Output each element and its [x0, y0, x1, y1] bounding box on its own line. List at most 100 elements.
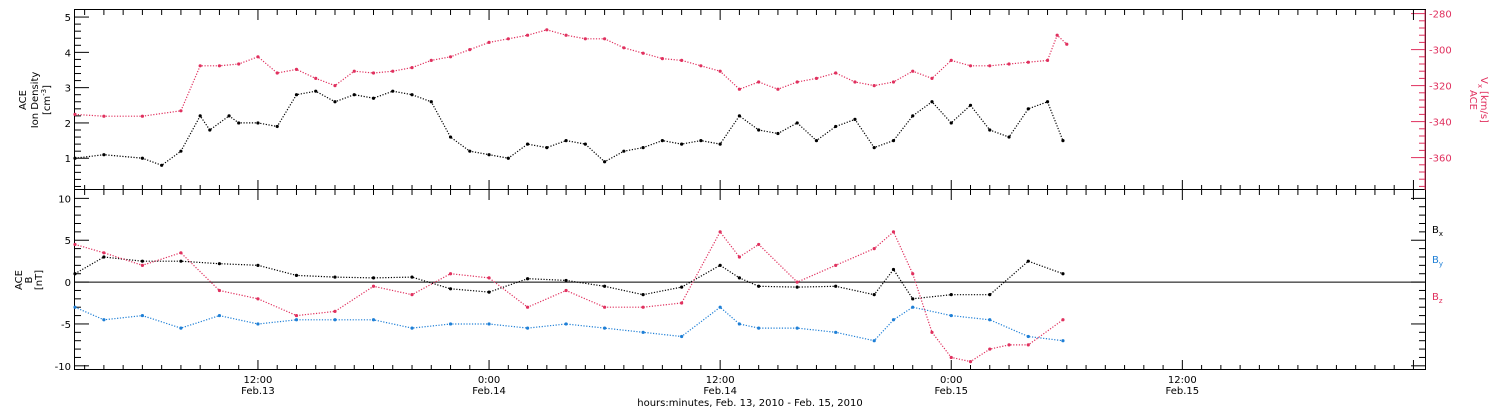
top-right-tick-label: -320 — [1429, 82, 1452, 93]
legend-by: By — [1432, 255, 1443, 268]
legend: Bx By Bz — [1432, 225, 1443, 305]
top-right-tick-label: -340 — [1429, 118, 1452, 129]
vx-point — [814, 76, 819, 80]
x-tick-label-time: 12:00 — [244, 375, 273, 386]
by-point — [949, 313, 953, 318]
x-tick-label-time: 0:00 — [940, 375, 962, 386]
by-point — [525, 326, 530, 330]
ion-density-point — [564, 138, 568, 143]
vx-point — [988, 64, 992, 68]
x-tick-label-time: 12:00 — [706, 375, 735, 386]
top-right-label: ACE Vx [km/s] — [1467, 77, 1489, 123]
bz-point — [891, 230, 896, 234]
ion-density-series — [73, 89, 1065, 167]
bz-point — [641, 305, 645, 309]
by-point — [333, 318, 337, 322]
top-panel-frame — [74, 9, 1426, 190]
ion-density-point — [1061, 138, 1065, 143]
by-point — [371, 318, 376, 322]
vx-point — [391, 69, 395, 73]
top-right-tick-label: -300 — [1429, 46, 1452, 57]
bx-series — [73, 255, 1065, 301]
bz-point — [294, 313, 299, 318]
bottom-tick-label: 0 — [65, 278, 71, 289]
bz-point — [988, 347, 992, 351]
x-tick-label-date: Feb.14 — [472, 386, 506, 397]
legend-bx: Bx — [1432, 225, 1443, 238]
bz-series — [73, 230, 1065, 364]
x-tick-label-date: Feb.14 — [703, 386, 737, 397]
bottom-panel-frame — [74, 189, 1426, 370]
by-point — [641, 330, 645, 334]
top-left-label-line3: [cm-3] — [40, 85, 53, 115]
bx-point — [1061, 272, 1065, 276]
top-right-label-line1: ACE — [1467, 90, 1478, 110]
top-right-tick-label: -280 — [1429, 10, 1452, 21]
top-left-tick-label: 2 — [65, 119, 71, 130]
x-tick-label-date: Feb.15 — [934, 386, 968, 397]
density-unit-close: ] — [42, 85, 53, 89]
x-tick-label-date: Feb.15 — [1166, 386, 1200, 397]
top-left-label-line1: ACE — [18, 90, 29, 110]
bx-point — [949, 293, 953, 297]
bx-point — [371, 276, 376, 280]
legend-bz: Bz — [1432, 292, 1443, 305]
ion-density-point — [391, 89, 395, 93]
bottom-left-label-line2: B — [24, 276, 35, 283]
vx-base: V — [1478, 77, 1489, 84]
by-point — [564, 322, 568, 326]
bx-point — [102, 255, 106, 259]
density-unit-exp: -3 — [40, 89, 48, 96]
bottom-tick-label: 5 — [65, 236, 71, 247]
bx-point — [448, 287, 453, 291]
vx-point — [294, 67, 299, 71]
x-tick-label-time: 0:00 — [478, 375, 500, 386]
vx-sub: x — [1476, 84, 1484, 88]
by-point — [294, 318, 299, 322]
top-left-tick-label: 3 — [65, 84, 71, 95]
top-left-tick-label: 5 — [65, 13, 71, 24]
x-tick-label-time: 12:00 — [1168, 375, 1197, 386]
vx-trace — [74, 29, 1068, 117]
bx-point — [179, 259, 183, 263]
vx-unit: [km/s] — [1478, 91, 1489, 123]
bottom-tick-label: 10 — [58, 194, 71, 205]
ion-density-point — [73, 156, 77, 160]
by-point — [1061, 339, 1065, 343]
vx-point — [487, 40, 491, 45]
marks-layer — [73, 28, 1069, 364]
by-point — [795, 326, 799, 330]
vx-point — [1007, 62, 1011, 66]
by-trace — [74, 306, 1063, 342]
bx-point — [140, 259, 145, 263]
top-right-tick-label: -360 — [1429, 154, 1452, 165]
x-tick-label-date: Feb.13 — [241, 386, 275, 397]
ion-density-trace — [74, 90, 1064, 166]
ion-density-point — [583, 142, 587, 146]
x-axis-title: hours:minutes, Feb. 13, 2010 - Feb. 15, … — [637, 398, 862, 409]
bx-trace — [74, 256, 1064, 300]
bottom-left-label-line1: ACE — [14, 270, 25, 290]
bottom-tick-label: -5 — [61, 320, 71, 331]
bottom-left-label: ACE B [nT] — [14, 270, 45, 290]
vx-point — [660, 57, 664, 61]
bx-point — [410, 275, 414, 279]
top-left-label-line2: Ion Density — [30, 72, 41, 129]
vx-point — [1026, 60, 1030, 64]
top-left-tick-label: 4 — [65, 48, 71, 59]
top-right-label-line2: Vx [km/s] — [1476, 77, 1489, 123]
bz-trace — [74, 230, 1064, 363]
vx-point — [506, 37, 510, 41]
by-point — [603, 326, 607, 330]
top-left-tick-label: 1 — [65, 154, 71, 165]
ion-density-point — [545, 146, 549, 150]
bz-point — [930, 330, 934, 334]
top-left-label: ACE Ion Density [cm-3] — [18, 72, 53, 129]
vx-series — [73, 28, 1069, 118]
density-unit-base: [cm — [42, 96, 53, 115]
bottom-left-label-line3: [nT] — [34, 270, 45, 290]
ion-density-point — [371, 96, 376, 100]
